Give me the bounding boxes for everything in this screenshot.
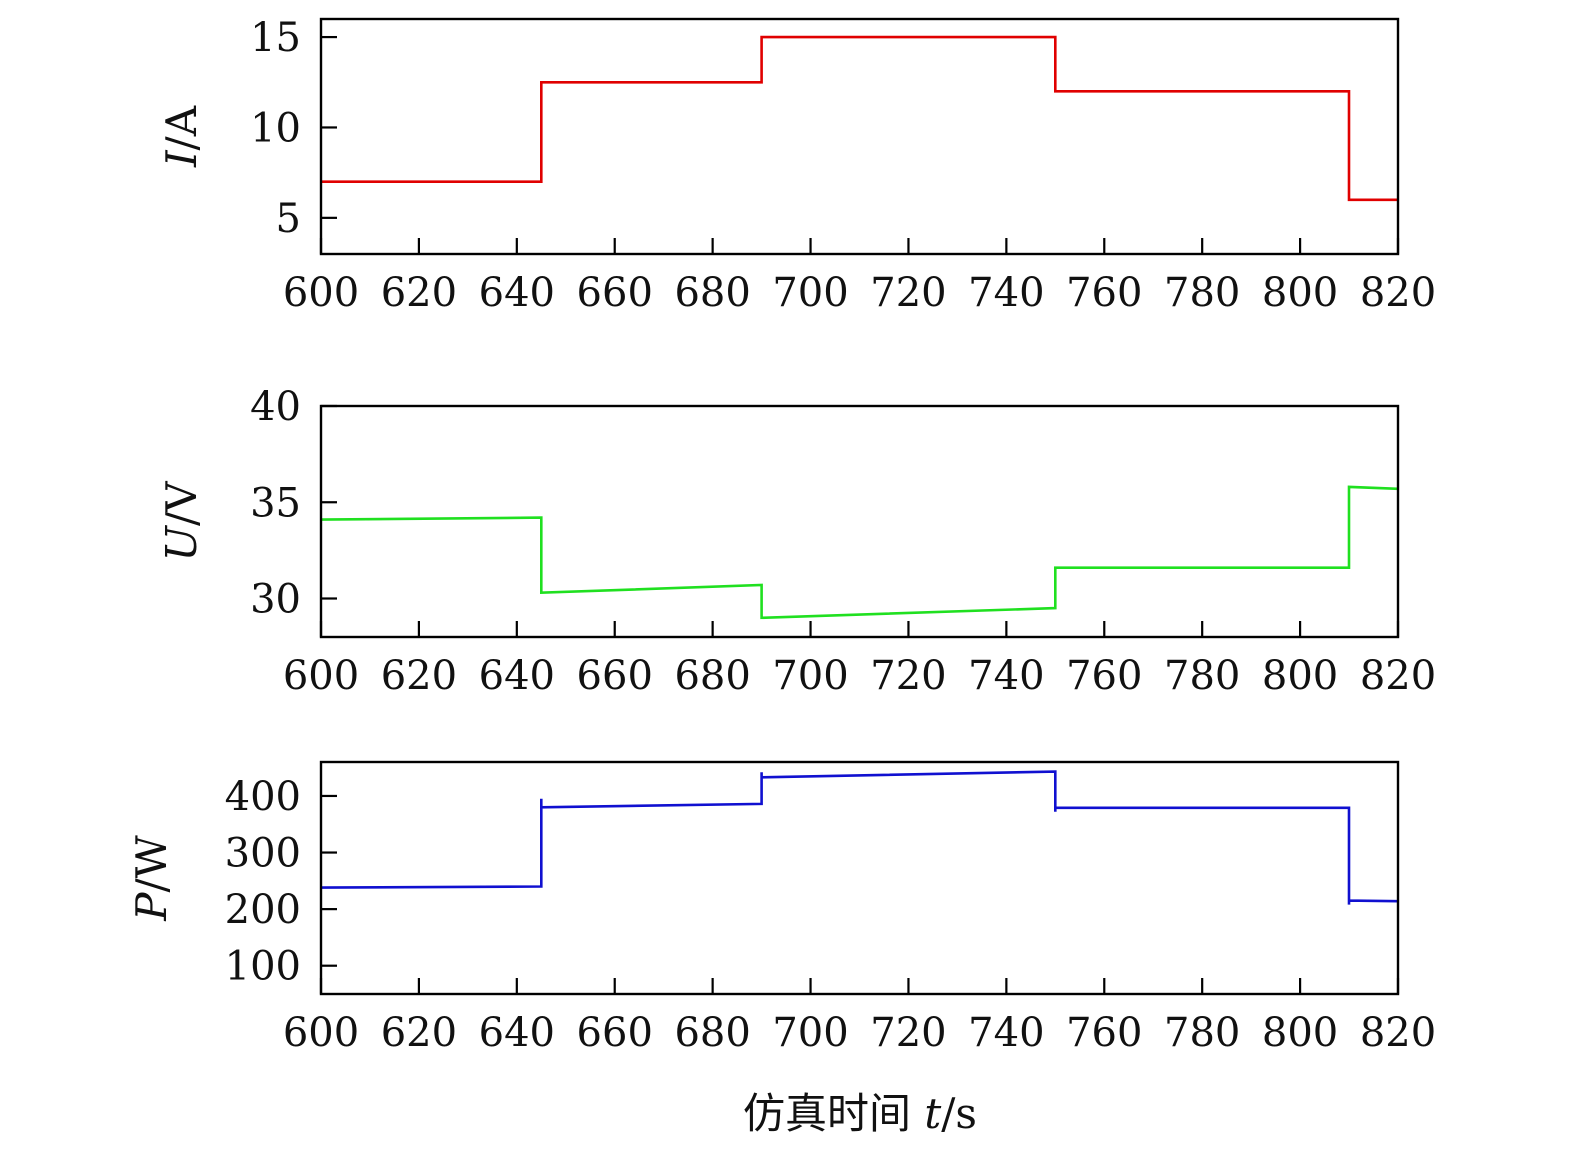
x-tick-label: 600 [283, 270, 359, 316]
plot-frame [319, 17, 1400, 256]
plot-frame [319, 404, 1400, 639]
x-tick-label: 680 [674, 270, 750, 316]
y-tick-label: 10 [250, 105, 301, 151]
x-tick-label: 600 [283, 653, 359, 699]
panel-2: 600 620 640 660 680 700 720 740 760 780 800 820 30 35… [157, 384, 1436, 699]
panel-1: 600 620 640 660 680 700 720 740 760 780 800 820 5 10 1… [157, 15, 1436, 316]
x-tick-label: 800 [1262, 653, 1338, 699]
x-tick-label: 740 [968, 270, 1044, 316]
panel-3: 600 620 640 660 680 700 720 740 760 780 800 820 100 2… [127, 760, 1436, 1056]
x-tick-label: 780 [1164, 653, 1240, 699]
x-tick-label: 620 [381, 270, 457, 316]
x-tick-label: 820 [1360, 1010, 1436, 1056]
y-tick-label: 400 [225, 774, 301, 820]
x-tick-label: 660 [577, 1010, 653, 1056]
x-tick-label: 600 [283, 1010, 359, 1056]
y-axis-label: P/W [127, 834, 176, 921]
x-tick-label: 820 [1360, 270, 1436, 316]
x-tick-label: 640 [479, 1010, 555, 1056]
x-tick-label: 720 [870, 270, 946, 316]
x-tick-label: 660 [577, 270, 653, 316]
series-line-3-1 [320, 770, 1399, 905]
x-tick-label: 760 [1066, 653, 1142, 699]
x-tick-label: 680 [674, 1010, 750, 1056]
x-axis-label: 仿真时间 t/s [743, 1089, 977, 1138]
x-tick-label: 740 [968, 1010, 1044, 1056]
x-tick-label: 660 [577, 653, 653, 699]
y-tick-label: 35 [250, 480, 301, 526]
x-tick-label: 760 [1066, 1010, 1142, 1056]
plot-frame [319, 760, 1400, 996]
x-tick-label: 720 [870, 653, 946, 699]
x-tick-label: 700 [772, 1010, 848, 1056]
x-tick-label: 640 [479, 270, 555, 316]
x-tick-label: 620 [381, 1010, 457, 1056]
x-tick-label: 700 [772, 270, 848, 316]
x-tick-label: 780 [1164, 270, 1240, 316]
y-tick-label: 15 [250, 15, 301, 61]
x-tick-label: 700 [772, 653, 848, 699]
x-tick-label: 720 [870, 1010, 946, 1056]
x-tick-label: 740 [968, 653, 1044, 699]
series-line-2-1 [320, 485, 1399, 620]
y-tick-label: 100 [225, 944, 301, 990]
x-tick-label: 800 [1262, 270, 1338, 316]
x-tick-label: 620 [381, 653, 457, 699]
x-tick-label: 760 [1066, 270, 1142, 316]
x-tick-label: 820 [1360, 653, 1436, 699]
x-tick-label: 680 [674, 653, 750, 699]
y-tick-label: 30 [250, 577, 301, 623]
y-tick-label: 5 [276, 196, 301, 242]
y-tick-label: 200 [225, 887, 301, 933]
x-tick-label: 640 [479, 653, 555, 699]
series-line-1-1 [321, 35, 1398, 202]
y-axis-label: U/V [157, 481, 206, 562]
y-axis-label: I/A [157, 105, 206, 168]
y-tick-label: 40 [250, 384, 301, 430]
y-tick-label: 300 [225, 831, 301, 877]
x-tick-label: 780 [1164, 1010, 1240, 1056]
x-tick-label: 800 [1262, 1010, 1338, 1056]
